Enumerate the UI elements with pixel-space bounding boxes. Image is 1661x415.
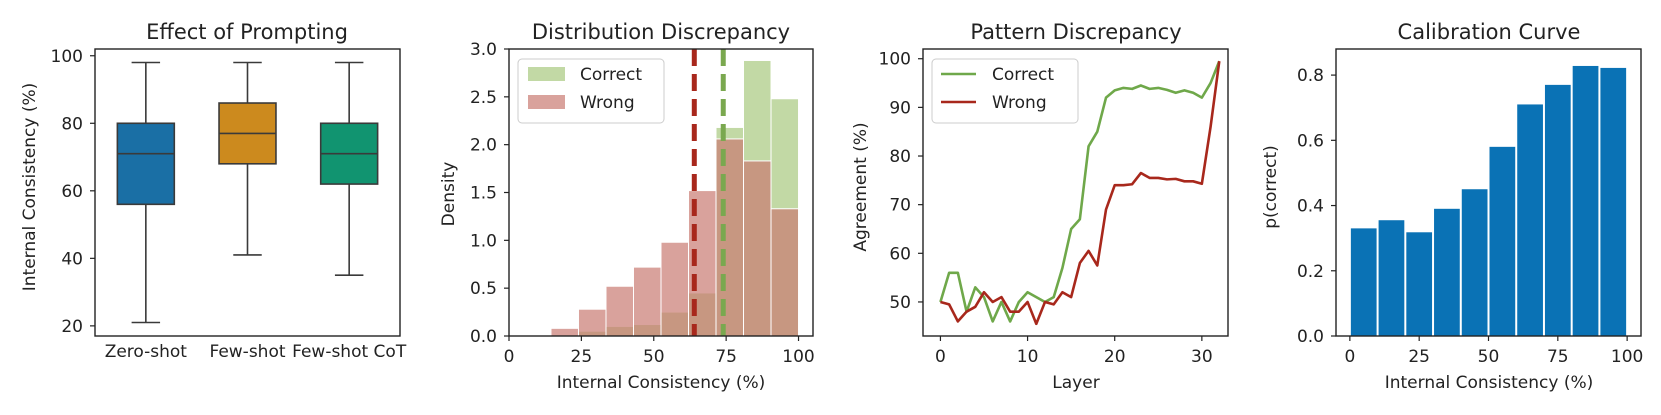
tick-label: 40 (61, 249, 83, 269)
tick-label: 100 (51, 47, 83, 67)
calibration-bar (1461, 189, 1488, 336)
tick-label: Few-shot (209, 342, 285, 362)
x-axis-label: Internal Consistency (%) (557, 373, 766, 393)
hist-bar-wrong (715, 138, 745, 337)
box-iqr (116, 122, 176, 206)
tick-label: 0 (504, 347, 515, 367)
tick-label: 2.5 (470, 88, 497, 108)
legend: Correct Wrong (517, 58, 665, 124)
legend-swatch-correct (528, 67, 565, 81)
calibration-bar (1600, 67, 1627, 337)
calibration-bar (1350, 228, 1377, 336)
legend-label-wrong: Wrong (992, 93, 1047, 113)
legend-label-correct: Correct (580, 65, 642, 85)
legend-label-wrong: Wrong (580, 93, 635, 113)
tick-labels: 0 10 20 30 50 60 70 80 90 100 (879, 50, 1213, 367)
tick-label: 0.8 (1297, 66, 1324, 86)
axes-frame (1335, 48, 1642, 337)
tick-label: 1.0 (470, 231, 497, 251)
tick-label: 100 (782, 347, 814, 367)
panel-calibration-curve: Calibration Curve p(correct) Internal Co… (1261, 20, 1643, 393)
tick-label: 0.2 (1297, 262, 1324, 282)
tick-label: Zero-shot (105, 342, 188, 362)
tick-label: 80 (889, 147, 911, 167)
calibration-bar (1544, 84, 1571, 336)
x-axis-label: Layer (1052, 373, 1099, 393)
hist-bar-wrong (605, 285, 634, 337)
tick-label: 50 (643, 347, 665, 367)
bar-marks (1350, 65, 1627, 337)
tick-label: 80 (61, 114, 83, 134)
tick-label: 50 (1478, 347, 1500, 367)
tick-label: 60 (889, 244, 911, 264)
tick-label: 20 (1104, 347, 1126, 367)
axes-frame (508, 48, 814, 337)
hist-bar-wrong (770, 208, 800, 337)
tick-label: 70 (889, 196, 911, 216)
panel-pattern-discrepancy: Pattern Discrepancy Agreement (%) Layer … (851, 20, 1229, 393)
tick-label: 0 (935, 347, 946, 367)
calibration-bar (1378, 220, 1405, 336)
tick-labels: 0 25 50 75 100 0.0 0.5 1.0 1.5 2.0 2.5 3.0 (470, 40, 815, 367)
legend: Correct Wrong (931, 58, 1079, 124)
y-axis-label: Internal Consistency (%) (20, 83, 40, 292)
y-axis-label: p(correct) (1261, 145, 1281, 229)
chart-title: Pattern Discrepancy (970, 20, 1181, 44)
tick-label: 0.0 (470, 327, 497, 347)
series-line-wrong (940, 60, 1221, 326)
tick-label: 25 (571, 347, 593, 367)
tick-label: 2.0 (470, 136, 497, 156)
tick-label: 50 (889, 293, 911, 313)
calibration-bar (1406, 232, 1433, 336)
tick-label: 30 (1191, 347, 1213, 367)
chart-title: Calibration Curve (1398, 20, 1581, 44)
tick-labels: 0 25 50 75 100 0.0 0.2 0.4 0.6 0.8 (1297, 66, 1643, 367)
legend-label-correct: Correct (992, 65, 1054, 85)
y-axis-label: Agreement (%) (851, 122, 871, 251)
x-axis-label: Internal Consistency (%) (1385, 373, 1594, 393)
tick-label: 100 (1611, 347, 1643, 367)
tick-label: 75 (1547, 347, 1569, 367)
panel-distribution-discrepancy: Distribution Discrepancy Density Interna… (439, 20, 815, 393)
chart-title: Distribution Discrepancy (532, 20, 790, 44)
tick-label: 3.0 (470, 40, 497, 60)
series-line-correct (939, 60, 1221, 323)
tick-label: 20 (61, 317, 83, 337)
box-plot-marks (116, 61, 379, 324)
hist-bar-wrong (550, 327, 579, 337)
line-marks (939, 60, 1221, 326)
legend-swatch-wrong (528, 95, 565, 109)
calibration-bar (1517, 104, 1543, 337)
tick-label: 1.5 (470, 184, 497, 204)
calibration-bar (1434, 208, 1460, 336)
tick-label: 0.6 (1297, 131, 1324, 151)
panel-effect-of-prompting: Effect of Prompting Internal Consistency… (20, 20, 407, 362)
chart-title: Effect of Prompting (146, 20, 348, 44)
calibration-bar (1489, 146, 1516, 336)
tick-labels: Zero-shot Few-shot Few-shot CoT 20 40 60 80 100 (51, 47, 407, 362)
histogram-marks (550, 49, 800, 337)
tick-label: 0 (1344, 347, 1355, 367)
hist-bar-wrong (632, 266, 662, 337)
y-axis-label: Density (439, 162, 459, 227)
tick-label: Few-shot CoT (292, 342, 407, 362)
calibration-bar (1572, 65, 1599, 336)
axes-frame (94, 48, 401, 337)
tick-label: 25 (1408, 347, 1430, 367)
hist-bar-wrong (660, 241, 690, 337)
tick-label: 60 (61, 182, 83, 202)
axes-frame (922, 48, 1229, 337)
tick-label: 75 (715, 347, 737, 367)
hist-bar-wrong (743, 160, 772, 337)
hist-bar-wrong (577, 308, 607, 337)
tick-label: 0.4 (1297, 197, 1324, 217)
tick-label: 90 (889, 98, 911, 118)
tick-label: 100 (879, 50, 911, 70)
tick-label: 0.0 (1297, 327, 1324, 347)
tick-label: 10 (1017, 347, 1039, 367)
tick-label: 0.5 (470, 279, 497, 299)
